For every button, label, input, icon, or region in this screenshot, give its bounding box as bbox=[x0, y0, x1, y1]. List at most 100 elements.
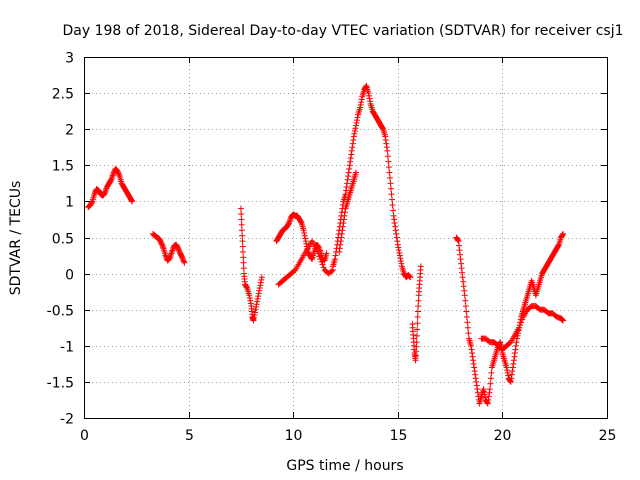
data-point bbox=[398, 260, 405, 267]
data-point bbox=[116, 171, 123, 178]
data-point bbox=[414, 308, 421, 315]
data-point bbox=[169, 247, 176, 254]
data-point bbox=[320, 264, 327, 271]
data-point bbox=[470, 360, 477, 367]
data-point bbox=[168, 250, 175, 257]
data-point bbox=[258, 276, 265, 283]
data-point bbox=[301, 229, 308, 236]
data-point bbox=[250, 317, 257, 324]
data-point bbox=[336, 245, 343, 252]
data-point bbox=[406, 273, 413, 280]
data-point bbox=[238, 216, 245, 223]
data-point bbox=[514, 332, 521, 339]
data-point bbox=[318, 258, 325, 265]
data-point bbox=[388, 191, 395, 198]
data-point bbox=[481, 391, 488, 398]
data-point bbox=[509, 368, 516, 375]
data-point bbox=[519, 316, 526, 323]
data-point bbox=[246, 294, 253, 301]
data-point bbox=[162, 252, 169, 259]
data-point bbox=[382, 133, 389, 140]
data-point bbox=[114, 169, 121, 176]
data-point bbox=[346, 165, 353, 172]
data-point bbox=[459, 269, 466, 276]
data-point bbox=[485, 393, 492, 400]
data-point bbox=[254, 295, 261, 302]
data-point bbox=[323, 250, 330, 257]
data-point bbox=[108, 176, 115, 183]
data-point bbox=[353, 119, 360, 126]
data-point bbox=[414, 326, 421, 333]
data-point bbox=[392, 227, 399, 234]
data-point bbox=[348, 147, 355, 154]
x-tick-label: 25 bbox=[599, 428, 617, 444]
data-point bbox=[101, 189, 108, 196]
data-point bbox=[243, 284, 250, 291]
data-point bbox=[175, 246, 182, 253]
data-point bbox=[176, 247, 183, 254]
y-tick-label: -1 bbox=[60, 340, 74, 356]
data-point bbox=[389, 196, 396, 203]
data-point bbox=[509, 364, 516, 371]
data-point bbox=[349, 140, 356, 147]
data-point bbox=[354, 114, 361, 121]
data-point bbox=[388, 185, 395, 192]
data-point bbox=[298, 219, 305, 226]
data-point bbox=[252, 309, 259, 316]
data-point bbox=[517, 322, 524, 329]
data-point bbox=[468, 346, 475, 353]
data-point bbox=[513, 339, 520, 346]
data-point bbox=[486, 389, 493, 396]
data-point bbox=[367, 98, 374, 105]
data-point bbox=[336, 248, 343, 255]
data-point bbox=[457, 251, 464, 258]
data-point bbox=[458, 265, 465, 272]
data-point bbox=[287, 217, 294, 224]
data-point bbox=[251, 312, 258, 319]
data-point bbox=[352, 169, 359, 176]
data-point bbox=[358, 99, 365, 106]
grid-lines bbox=[84, 57, 607, 418]
data-point bbox=[472, 375, 479, 382]
data-point bbox=[385, 158, 392, 165]
data-point bbox=[88, 199, 95, 206]
data-point bbox=[237, 205, 244, 212]
data-point bbox=[346, 162, 353, 169]
data-point bbox=[393, 230, 400, 237]
data-point bbox=[511, 353, 518, 360]
data-point bbox=[168, 248, 175, 255]
data-point bbox=[175, 245, 182, 252]
data-point bbox=[407, 274, 414, 281]
data-point bbox=[128, 197, 135, 204]
data-point bbox=[481, 388, 488, 395]
data-point bbox=[393, 234, 400, 241]
data-point bbox=[462, 297, 469, 304]
data-point bbox=[455, 238, 462, 245]
data-point bbox=[332, 256, 339, 263]
data-point bbox=[347, 158, 354, 165]
data-point bbox=[351, 128, 358, 135]
data-point bbox=[484, 399, 491, 406]
data-point bbox=[110, 170, 117, 177]
data-point bbox=[352, 122, 359, 129]
data-point bbox=[460, 278, 467, 285]
y-tick-label: 1.5 bbox=[52, 159, 74, 175]
data-point bbox=[158, 241, 165, 248]
data-point bbox=[518, 319, 525, 326]
data-point bbox=[413, 332, 420, 339]
data-point bbox=[389, 202, 396, 209]
data-point bbox=[350, 133, 357, 140]
data-point bbox=[253, 301, 260, 308]
data-point bbox=[459, 274, 466, 281]
data-point bbox=[508, 375, 515, 382]
data-points bbox=[85, 82, 567, 407]
data-point bbox=[238, 211, 245, 218]
data-point bbox=[238, 227, 245, 234]
y-tick-label: -0.5 bbox=[47, 304, 74, 320]
data-point bbox=[390, 212, 397, 219]
data-point bbox=[255, 293, 262, 300]
data-point bbox=[465, 330, 472, 337]
y-tick-label: -2 bbox=[60, 412, 74, 428]
data-point bbox=[415, 303, 422, 310]
